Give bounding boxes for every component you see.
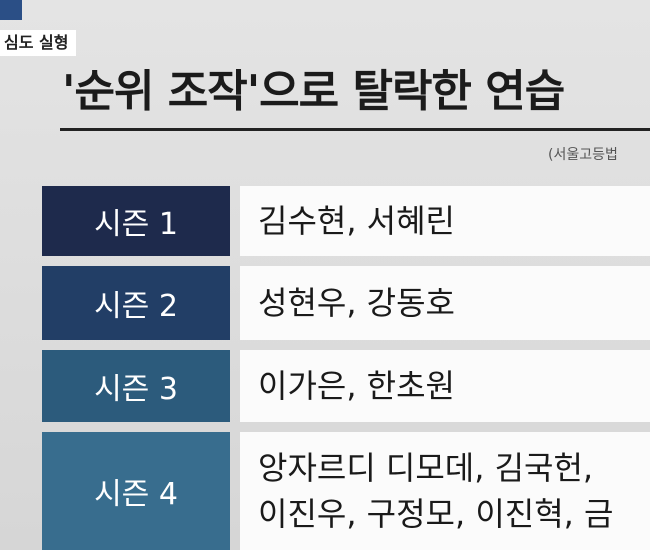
table-row: 시즌 1 김수현, 서혜린	[42, 186, 650, 256]
title: '순위 조작'으로 탈락한 연습	[62, 66, 565, 117]
names-line: 김수현, 서혜린	[258, 202, 455, 240]
season-label: 시즌 3	[42, 350, 230, 422]
season-label: 시즌 4	[42, 432, 230, 550]
season-label: 시즌 2	[42, 266, 230, 340]
names-cell: 이가은, 한초원	[240, 350, 650, 422]
names-line: 이진우, 구정모, 이진혁, 금	[258, 495, 614, 533]
names-line: 이가은, 한초원	[258, 367, 455, 405]
table-row: 시즌 3 이가은, 한초원	[42, 350, 650, 422]
names-cell: 앙자르디 디모데, 김국헌, 이진우, 구정모, 이진혁, 금	[240, 432, 650, 550]
table-row: 시즌 4 앙자르디 디모데, 김국헌, 이진우, 구정모, 이진혁, 금	[42, 432, 650, 550]
names-cell: 김수현, 서혜린	[240, 186, 650, 256]
table-row: 시즌 2 성현우, 강동호	[42, 266, 650, 340]
names-line: 앙자르디 디모데, 김국헌,	[258, 449, 594, 487]
tag: 심도 실형	[0, 30, 77, 56]
season-label: 시즌 1	[42, 186, 230, 256]
names-line: 성현우, 강동호	[258, 284, 455, 322]
logo-box	[0, 0, 22, 20]
source: (서울고등법	[548, 147, 618, 163]
title-rule	[60, 128, 650, 131]
names-cell: 성현우, 강동호	[240, 266, 650, 340]
